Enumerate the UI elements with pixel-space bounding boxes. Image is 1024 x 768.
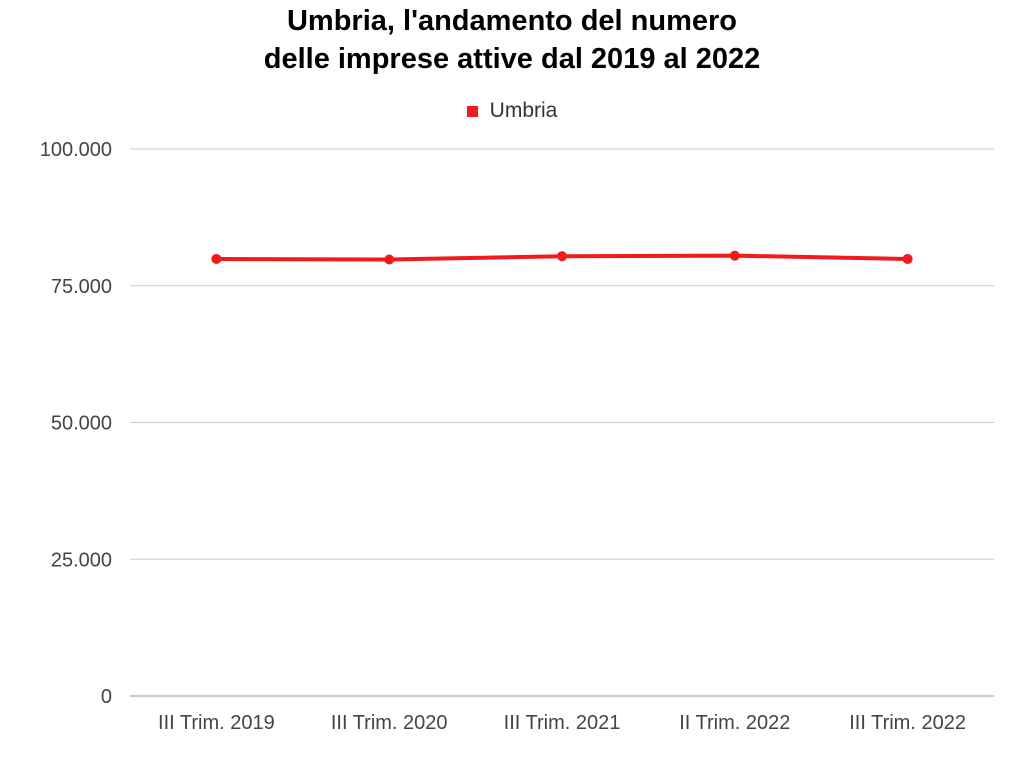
x-tick-label: III Trim. 2022 xyxy=(849,712,966,734)
y-tick-label: 50.000 xyxy=(51,413,112,435)
legend: Umbria xyxy=(0,99,1024,123)
chart-title-line-2: delle imprese attive dal 2019 al 2022 xyxy=(263,43,761,75)
y-tick-label: 75.000 xyxy=(51,276,112,298)
data-point xyxy=(729,250,740,261)
x-tick-label: III Trim. 2021 xyxy=(504,712,621,734)
legend-swatch-umbria xyxy=(466,105,478,117)
data-point xyxy=(557,251,567,262)
y-tick-label: 25.000 xyxy=(51,549,112,571)
chart-title-line-1: Umbria, l'andamento del numero xyxy=(286,5,738,37)
legend-label-umbria: Umbria xyxy=(489,99,558,122)
data-point xyxy=(384,254,395,265)
x-tick-label: III Trim. 2019 xyxy=(158,712,275,734)
gridlines xyxy=(130,148,994,697)
data-point xyxy=(211,253,222,264)
y-tick-label: 100.000 xyxy=(40,139,112,161)
x-tick-label: III Trim. 2020 xyxy=(331,712,448,734)
data-point xyxy=(902,253,913,264)
y-tick-labels: 0 25.000 50.000 75.000 100.000 xyxy=(40,139,112,708)
x-tick-labels: III Trim. 2019 III Trim. 2020 III Trim. 20… xyxy=(158,712,966,734)
series-umbria xyxy=(211,250,913,265)
x-tick-label: II Trim. 2022 xyxy=(679,712,790,734)
chart-title: Umbria, l'andamento del numero delle imp… xyxy=(0,2,1024,78)
y-tick-label: 0 xyxy=(101,686,112,708)
